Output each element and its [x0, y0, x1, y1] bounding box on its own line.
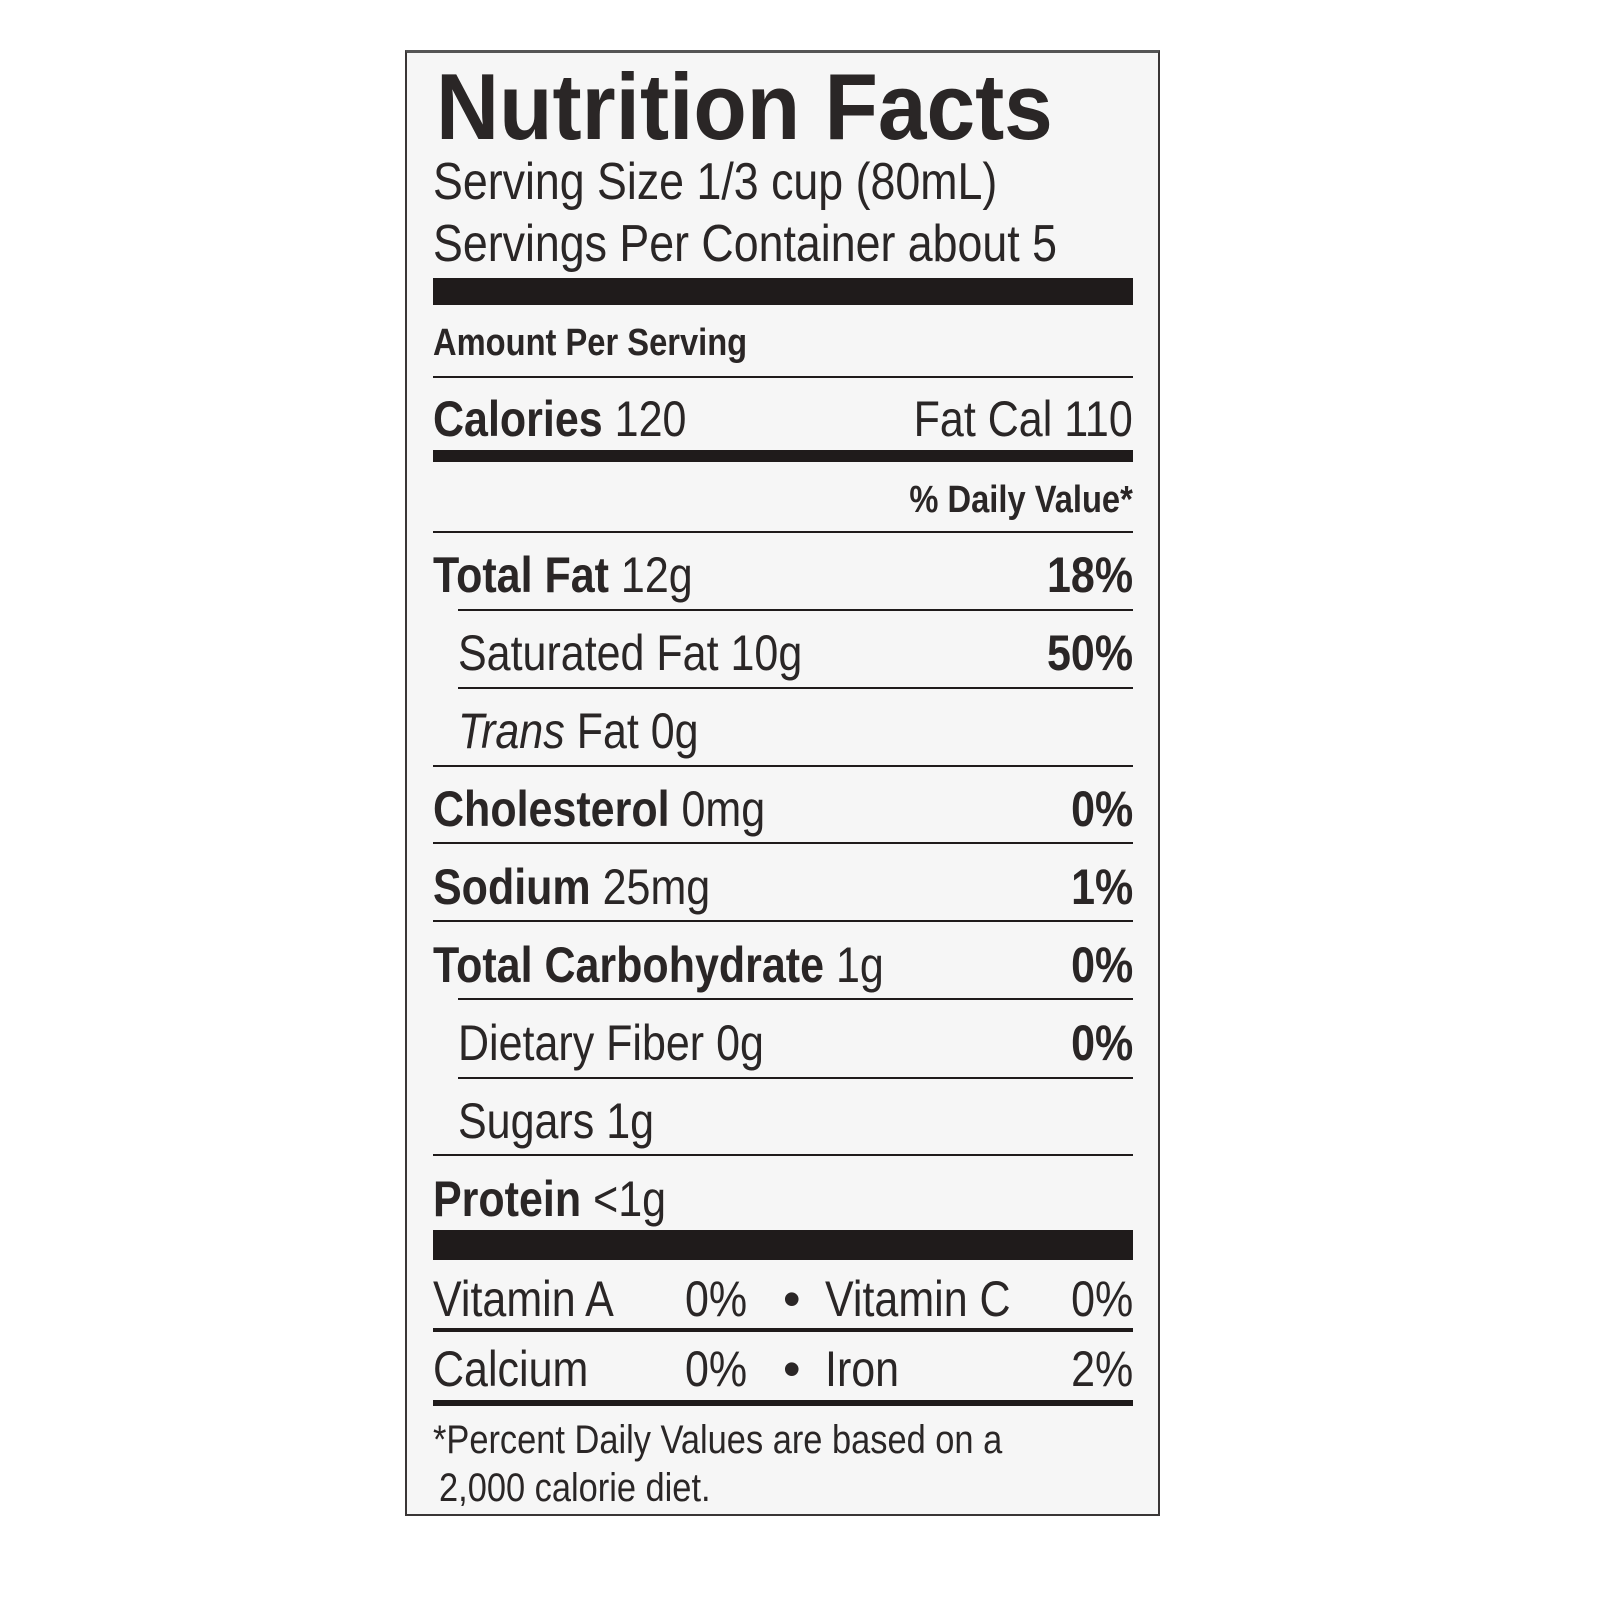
nutrient-label: Dietary Fiber — [458, 1015, 705, 1071]
nutrient-label: Total Fat — [433, 547, 609, 603]
divider — [433, 531, 1133, 533]
nutrient-text: Sodium 25mg — [433, 862, 710, 912]
nutrient-label: Protein — [433, 1171, 582, 1227]
nutrient-row-cholesterol: Cholesterol 0mg 0% — [433, 780, 1133, 840]
footnote-line-2: 2,000 calorie diet. — [439, 1466, 711, 1510]
nutrient-row-trans-fat: Trans Fat 0g — [458, 702, 1133, 762]
vitamin-a-value: 0% — [685, 1271, 748, 1327]
divider — [458, 1077, 1133, 1079]
nutrient-dv: 0% — [1070, 937, 1133, 993]
nutrient-dv: 18% — [1046, 547, 1133, 603]
servings-text: Servings Per Container about 5 — [433, 215, 1057, 273]
divider — [433, 1328, 1133, 1332]
nutrient-row-total-fat: Total Fat 12g 18% — [433, 546, 1133, 606]
daily-value-header-text: % Daily Value* — [909, 479, 1133, 521]
mineral-row: Calcium 0% • Iron 2% — [433, 1340, 1133, 1400]
serving-size-text: Serving Size 1/3 cup (80mL) — [433, 153, 998, 211]
nutrient-text: Saturated Fat 10g — [458, 628, 802, 678]
divider — [433, 1154, 1133, 1156]
iron-value: 2% — [1070, 1341, 1133, 1397]
label-title: Nutrition Facts — [436, 54, 1053, 159]
nutrient-label: Total Carbohydrate — [433, 937, 825, 993]
nutrient-text: Total Fat 12g — [433, 550, 693, 600]
footnote: *Percent Daily Values are based on a — [433, 1418, 1133, 1478]
nutrient-label: Sodium — [433, 859, 591, 915]
vitamin-c-label: Vitamin C — [825, 1271, 1011, 1327]
nutrient-row-sodium: Sodium 25mg 1% — [433, 858, 1133, 918]
nutrient-text: Cholesterol 0mg — [433, 784, 765, 834]
nutrient-row-dietary-fiber: Dietary Fiber 0g 0% — [458, 1014, 1133, 1074]
serving-size: Serving Size 1/3 cup (80mL) — [433, 152, 1133, 212]
nutrient-row-saturated-fat: Saturated Fat 10g 50% — [458, 624, 1133, 684]
nutrient-label: Cholesterol — [433, 781, 670, 837]
nutrient-amount: 1g — [835, 937, 884, 993]
fat-calories: Fat Cal 110 — [913, 391, 1133, 447]
nutrient-amount: 1g — [606, 1093, 655, 1149]
vitamin-c-value: 0% — [1070, 1271, 1133, 1327]
nutrient-amount: <1g — [593, 1171, 667, 1227]
vitamin-a-label: Vitamin A — [433, 1271, 614, 1327]
calories-row: Calories 120 Fat Cal 110 — [433, 390, 1133, 450]
servings-per-container: Servings Per Container about 5 — [433, 214, 1133, 274]
calories-value: 120 — [614, 391, 687, 447]
nutrient-row-total-carbohydrate: Total Carbohydrate 1g 0% — [433, 936, 1133, 996]
divider — [433, 1400, 1133, 1406]
footnote-line-1: *Percent Daily Values are based on a — [433, 1418, 1003, 1462]
nutrient-text: Dietary Fiber 0g — [458, 1018, 764, 1068]
nutrient-dv: 0% — [1070, 1015, 1133, 1071]
bullet: • — [783, 1271, 801, 1327]
divider — [458, 609, 1133, 611]
divider — [458, 687, 1133, 689]
calories-label: Calories — [433, 391, 603, 447]
vitamin-row: Vitamin A 0% • Vitamin C 0% — [433, 1270, 1133, 1330]
divider — [433, 920, 1133, 922]
thick-divider — [433, 1230, 1133, 1260]
amount-per-serving-text: Amount Per Serving — [433, 322, 748, 364]
nutrient-row-sugars: Sugars 1g — [458, 1092, 1133, 1152]
nutrient-dv: 50% — [1046, 625, 1133, 681]
amount-per-serving: Amount Per Serving — [433, 320, 1133, 380]
nutrient-dv: 1% — [1070, 859, 1133, 915]
nutrient-label: Sugars — [458, 1093, 595, 1149]
nutrient-amount: 0mg — [681, 781, 766, 837]
divider — [433, 376, 1133, 378]
thick-divider — [433, 278, 1133, 305]
nutrient-amount: 12g — [620, 547, 693, 603]
calcium-value: 0% — [685, 1341, 748, 1397]
calcium-label: Calcium — [433, 1341, 589, 1397]
nutrient-label: Saturated Fat — [458, 625, 719, 681]
nutrient-amount: 0g — [716, 1015, 764, 1071]
daily-value-header: % Daily Value* — [433, 477, 1133, 537]
nutrient-text: Trans Fat 0g — [458, 706, 699, 756]
medium-divider — [433, 450, 1133, 462]
nutrient-amount: 10g — [730, 625, 803, 681]
nutrient-text: Sugars 1g — [458, 1096, 654, 1146]
divider — [433, 765, 1133, 767]
iron-label: Iron — [825, 1341, 900, 1397]
calories-text: Calories 120 — [433, 394, 686, 444]
nutrient-text: Protein <1g — [433, 1174, 666, 1224]
footnote: 2,000 calorie diet. — [433, 1468, 1133, 1528]
nutrient-text: Total Carbohydrate 1g — [433, 940, 884, 990]
nutrient-dv: 0% — [1070, 781, 1133, 837]
nutrient-amount: 25mg — [602, 859, 711, 915]
nutrient-amount: Fat 0g — [576, 703, 699, 759]
bullet: • — [783, 1341, 801, 1397]
divider — [458, 998, 1133, 1000]
divider — [433, 842, 1133, 844]
nutrient-row-protein: Protein <1g — [433, 1170, 1133, 1230]
nutrient-label: Trans — [458, 703, 565, 759]
